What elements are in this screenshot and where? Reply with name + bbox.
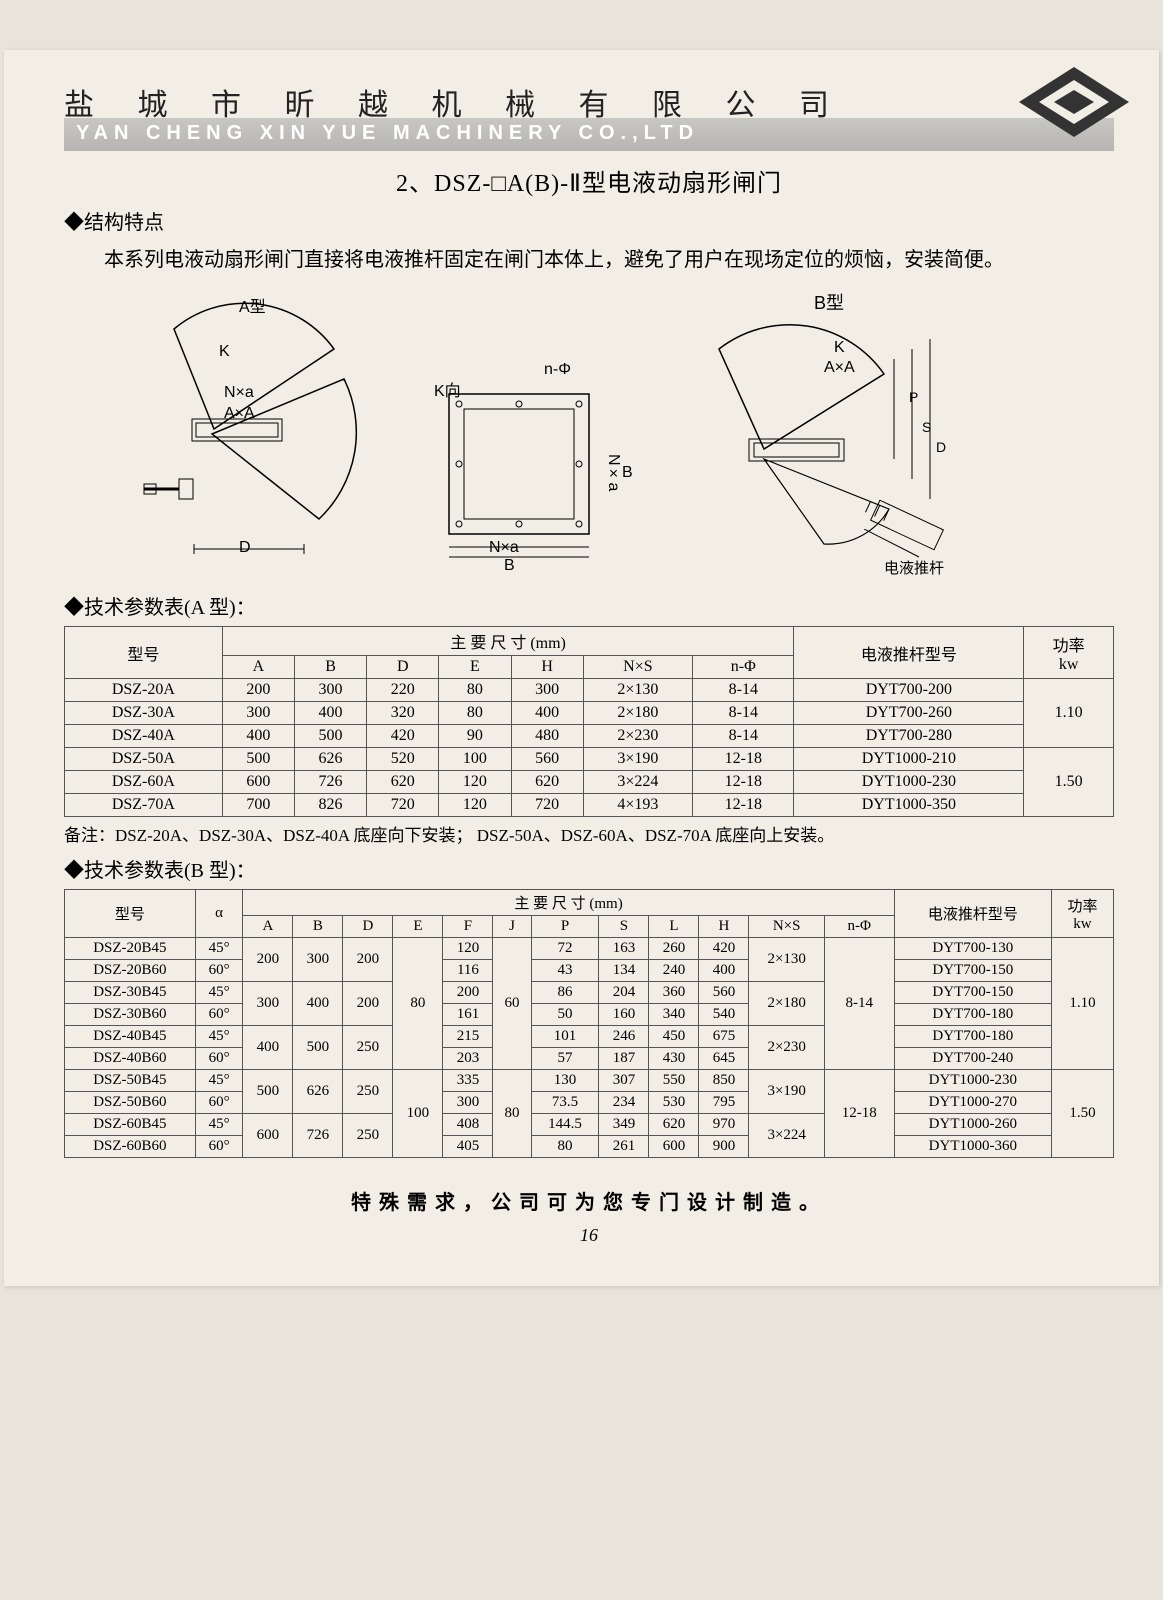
label-a-type: A型 <box>239 293 266 317</box>
th-rod-a: 电液推杆型号 <box>794 627 1024 679</box>
label-k: K <box>219 343 230 361</box>
corner-graphic <box>1014 62 1134 142</box>
th-dimgroup-a: 主 要 尺 寸 (mm) <box>222 627 794 656</box>
label-d-b: D <box>936 439 946 455</box>
label-k-b: K <box>834 339 845 357</box>
label-nxa-top: N×a <box>224 384 254 402</box>
table-row: DSZ-30A300400320804002×1808-14DYT700-260 <box>65 702 1114 725</box>
table-row: DSZ-60B4545° 600726250 408144.5349620970… <box>65 1114 1114 1136</box>
th-d: D <box>367 656 439 679</box>
table-row: DSZ-20A200300220803002×1308-14DYT700-200… <box>65 679 1114 702</box>
feature-text: 本系列电液动扇形闸门直接将电液推杆固定在闸门本体上，避免了用户在现场定位的烦恼，… <box>64 241 1114 279</box>
table-row: DSZ-60B6060° 40580261600900 DYT1000-360 <box>65 1136 1114 1158</box>
technical-diagrams: A型 K N×a A×A D K向 n-Φ N×a B N×a B <box>64 289 1114 579</box>
th-ns: N×S <box>583 656 692 679</box>
table-row: DSZ-50B4545° 500626250 100 335 80 130307… <box>65 1070 1114 1092</box>
label-d: D <box>239 539 251 557</box>
th-power-b: 功率 kw <box>1051 890 1113 938</box>
table-row: DSZ-40B4545° 400500250 215101246450675 2… <box>65 1026 1114 1048</box>
label-k-dir: K向 <box>434 377 461 401</box>
th-e: E <box>439 656 511 679</box>
product-title: 2、DSZ-□A(B)-Ⅱ型电液动扇形闸门 <box>64 163 1114 198</box>
label-nphi: n-Φ <box>544 361 571 379</box>
th-alpha: α <box>195 890 243 938</box>
th-model-a: 型号 <box>65 627 223 679</box>
table-row: DSZ-50B6060° 30073.5234530795 DYT1000-27… <box>65 1092 1114 1114</box>
label-s: S <box>922 419 931 435</box>
th-dimgroup-b: 主 要 尺 寸 (mm) <box>243 890 894 916</box>
spec-table-b: 型号 α 主 要 尺 寸 (mm) 电液推杆型号 功率 kw A B D E F… <box>64 889 1114 1158</box>
th-nphi: n-Φ <box>693 656 794 679</box>
feature-heading: ◆结构特点 <box>64 206 1114 235</box>
th-rod-b: 电液推杆型号 <box>894 890 1051 938</box>
company-name-en: YAN CHENG XIN YUE MACHINERY CO.,LTD <box>64 118 1114 151</box>
diagram-k-view <box>434 379 604 559</box>
label-axa: A×A <box>224 405 255 423</box>
actuator-leader <box>864 529 964 559</box>
table-a-caption: ◆技术参数表(A 型)： <box>64 591 1114 620</box>
label-nxa-bottom: N×a <box>489 539 519 557</box>
label-axa-b: A×A <box>824 359 855 377</box>
label-b-bottom: B <box>504 557 515 575</box>
table-row: DSZ-40B6060° 20357187430645 DYT700-240 <box>65 1048 1114 1070</box>
th-power-a: 功率 kw <box>1024 627 1114 679</box>
label-nxa-side: N×a <box>604 454 622 491</box>
th-model-b: 型号 <box>65 890 196 938</box>
table-row: DSZ-30B4545° 300400200 20086204360560 2×… <box>65 982 1114 1004</box>
diagram-a-type <box>134 289 374 569</box>
table-row: DSZ-50A5006265201005603×19012-18DYT1000-… <box>65 748 1114 771</box>
table-row: DSZ-20B6060° 11643134240400 DYT700-150 <box>65 960 1114 982</box>
page-number: 16 <box>64 1225 1114 1246</box>
th-a: A <box>222 656 294 679</box>
company-header: 盐 城 市 昕 越 机 械 有 限 公 司 YAN CHENG XIN YUE … <box>64 80 1114 151</box>
label-actuator: 电液推杆 <box>884 557 944 578</box>
spec-table-a: 型号 主 要 尺 寸 (mm) 电液推杆型号 功率 kw A B D E H N… <box>64 626 1114 817</box>
table-row: DSZ-60A6007266201206203×22412-18DYT1000-… <box>65 771 1114 794</box>
table-row: DSZ-20B4545° 200300200 80 120 60 7216326… <box>65 938 1114 960</box>
label-b-side: B <box>622 464 633 482</box>
th-b: B <box>294 656 366 679</box>
label-b-type: B型 <box>814 289 844 315</box>
table-b-caption: ◆技术参数表(B 型)： <box>64 854 1114 883</box>
table-row: DSZ-40A400500420904802×2308-14DYT700-280 <box>65 725 1114 748</box>
table-row: DSZ-30B6060° 16150160340540 DYT700-180 <box>65 1004 1114 1026</box>
footer-slogan: 特殊需求，公司可为您专门设计制造。 <box>64 1186 1114 1215</box>
label-p: P <box>909 389 918 405</box>
table-a-note: 备注：DSZ-20A、DSZ-30A、DSZ-40A 底座向下安装； DSZ-5… <box>64 821 1114 846</box>
th-h: H <box>511 656 583 679</box>
page: 盐 城 市 昕 越 机 械 有 限 公 司 YAN CHENG XIN YUE … <box>4 50 1159 1286</box>
table-row: DSZ-70A7008267201207204×19312-18DYT1000-… <box>65 794 1114 817</box>
